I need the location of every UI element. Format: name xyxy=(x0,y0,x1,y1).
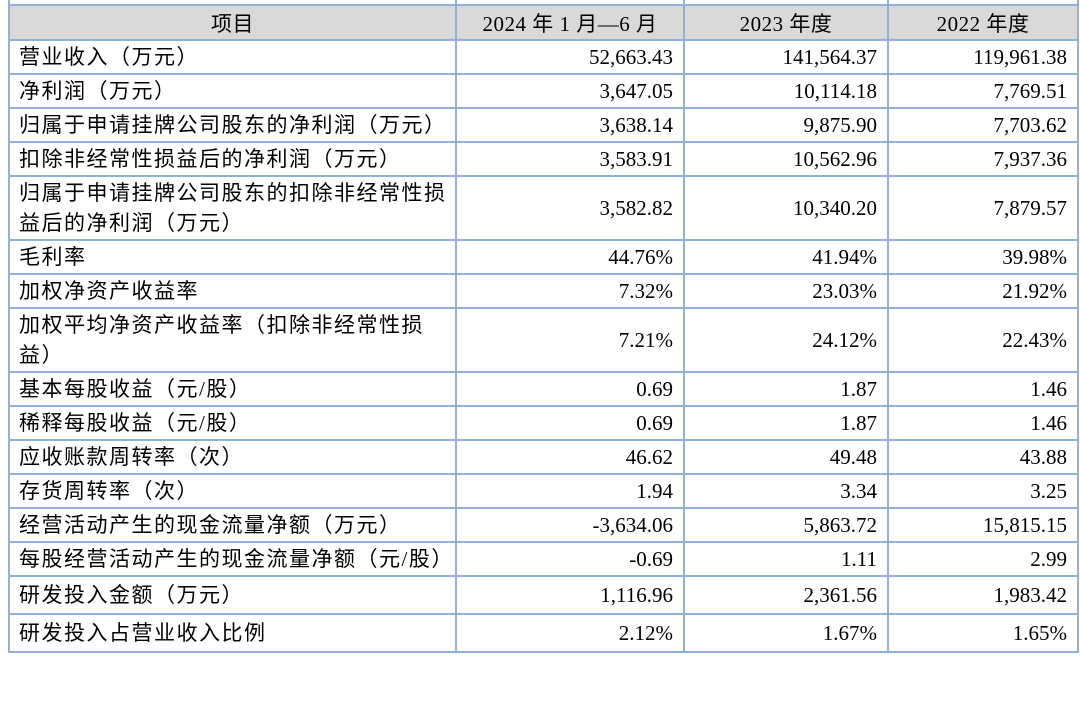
value-cell: 52,663.43 xyxy=(455,39,685,75)
row-label: 归属于申请挂牌公司股东的净利润（万元） xyxy=(8,107,457,143)
table-row: 归属于申请挂牌公司股东的净利润（万元） 3,638.14 9,875.90 7,703… xyxy=(8,107,1079,143)
value-cell: 39.98% xyxy=(887,239,1079,275)
value-cell: 119,961.38 xyxy=(887,39,1079,75)
table-row: 应收账款周转率（次） 46.62 49.48 43.88 xyxy=(8,439,1079,475)
table-row: 研发投入占营业收入比例 2.12% 1.67% 1.65% xyxy=(8,613,1079,653)
value-cell: 1.67% xyxy=(683,613,889,653)
value-cell: 1.46 xyxy=(887,405,1079,441)
value-cell: 2.12% xyxy=(455,613,685,653)
row-label: 经营活动产生的现金流量净额（万元） xyxy=(8,507,457,543)
table-row: 基本每股收益（元/股） 0.69 1.87 1.46 xyxy=(8,371,1079,407)
value-cell: 0.69 xyxy=(455,405,685,441)
row-label: 稀释每股收益（元/股） xyxy=(8,405,457,441)
value-cell: 49.48 xyxy=(683,439,889,475)
value-cell: 3,582.82 xyxy=(455,175,685,241)
value-cell: 5,863.72 xyxy=(683,507,889,543)
row-label: 加权平均净资产收益率（扣除非经常性损益） xyxy=(8,307,457,373)
table-row: 经营活动产生的现金流量净额（万元） -3,634.06 5,863.72 15,815… xyxy=(8,507,1079,543)
value-cell: 3,583.91 xyxy=(455,141,685,177)
row-label: 净利润（万元） xyxy=(8,73,457,109)
financial-indicators-table: 项目 2024 年 1 月—6 月 2023 年度 2022 年度 营业收入（万… xyxy=(8,0,1079,653)
row-label: 每股经营活动产生的现金流量净额（元/股） xyxy=(8,541,457,577)
value-cell: 43.88 xyxy=(887,439,1079,475)
row-label: 毛利率 xyxy=(8,239,457,275)
row-label: 基本每股收益（元/股） xyxy=(8,371,457,407)
value-cell: -3,634.06 xyxy=(455,507,685,543)
value-cell: 7,703.62 xyxy=(887,107,1079,143)
value-cell: 1.94 xyxy=(455,473,685,509)
value-cell: 3.25 xyxy=(887,473,1079,509)
value-cell: 24.12% xyxy=(683,307,889,373)
row-label: 扣除非经常性损益后的净利润（万元） xyxy=(8,141,457,177)
table-row: 归属于申请挂牌公司股东的扣除非经常性损益后的净利润（万元） 3,582.82 10,… xyxy=(8,175,1079,241)
cropped-cell xyxy=(887,0,1079,6)
value-cell: 15,815.15 xyxy=(887,507,1079,543)
value-cell: 1.46 xyxy=(887,371,1079,407)
cropped-cell xyxy=(683,0,889,6)
value-cell: 1.87 xyxy=(683,405,889,441)
value-cell: 2.99 xyxy=(887,541,1079,577)
row-label: 研发投入金额（万元） xyxy=(8,575,457,615)
table-body: 营业收入（万元） 52,663.43 141,564.37 119,961.38 净利润… xyxy=(8,39,1079,653)
value-cell: 3.34 xyxy=(683,473,889,509)
column-header-2024h1: 2024 年 1 月—6 月 xyxy=(455,4,685,41)
value-cell: 7.32% xyxy=(455,273,685,309)
table-row: 存货周转率（次） 1.94 3.34 3.25 xyxy=(8,473,1079,509)
table-row: 每股经营活动产生的现金流量净额（元/股） -0.69 1.11 2.99 xyxy=(8,541,1079,577)
cropped-top-row xyxy=(8,0,1079,6)
row-label: 应收账款周转率（次） xyxy=(8,439,457,475)
value-cell: 7,879.57 xyxy=(887,175,1079,241)
table-header-row: 项目 2024 年 1 月—6 月 2023 年度 2022 年度 xyxy=(8,4,1079,41)
value-cell: 41.94% xyxy=(683,239,889,275)
value-cell: 22.43% xyxy=(887,307,1079,373)
value-cell: 10,340.20 xyxy=(683,175,889,241)
row-label: 归属于申请挂牌公司股东的扣除非经常性损益后的净利润（万元） xyxy=(8,175,457,241)
value-cell: 46.62 xyxy=(455,439,685,475)
value-cell: 1.11 xyxy=(683,541,889,577)
table-row: 扣除非经常性损益后的净利润（万元） 3,583.91 10,562.96 7,937.… xyxy=(8,141,1079,177)
value-cell: 3,638.14 xyxy=(455,107,685,143)
table-row: 加权净资产收益率 7.32% 23.03% 21.92% xyxy=(8,273,1079,309)
cropped-cell xyxy=(455,0,685,6)
value-cell: 9,875.90 xyxy=(683,107,889,143)
value-cell: 10,562.96 xyxy=(683,141,889,177)
value-cell: 7,769.51 xyxy=(887,73,1079,109)
column-header-2023: 2023 年度 xyxy=(683,4,889,41)
value-cell: 21.92% xyxy=(887,273,1079,309)
table-row: 营业收入（万元） 52,663.43 141,564.37 119,961.38 xyxy=(8,39,1079,75)
value-cell: -0.69 xyxy=(455,541,685,577)
table-row: 净利润（万元） 3,647.05 10,114.18 7,769.51 xyxy=(8,73,1079,109)
value-cell: 1.87 xyxy=(683,371,889,407)
column-header-2022: 2022 年度 xyxy=(887,4,1079,41)
row-label: 存货周转率（次） xyxy=(8,473,457,509)
row-label: 研发投入占营业收入比例 xyxy=(8,613,457,653)
value-cell: 141,564.37 xyxy=(683,39,889,75)
table-row: 毛利率 44.76% 41.94% 39.98% xyxy=(8,239,1079,275)
cropped-cell xyxy=(8,0,457,6)
row-label: 营业收入（万元） xyxy=(8,39,457,75)
value-cell: 7.21% xyxy=(455,307,685,373)
value-cell: 23.03% xyxy=(683,273,889,309)
value-cell: 1,116.96 xyxy=(455,575,685,615)
value-cell: 1,983.42 xyxy=(887,575,1079,615)
table-row: 加权平均净资产收益率（扣除非经常性损益） 7.21% 24.12% 22.43% xyxy=(8,307,1079,373)
value-cell: 3,647.05 xyxy=(455,73,685,109)
column-header-item: 项目 xyxy=(8,4,457,41)
table-row: 研发投入金额（万元） 1,116.96 2,361.56 1,983.42 xyxy=(8,575,1079,615)
row-label: 加权净资产收益率 xyxy=(8,273,457,309)
value-cell: 44.76% xyxy=(455,239,685,275)
value-cell: 10,114.18 xyxy=(683,73,889,109)
value-cell: 1.65% xyxy=(887,613,1079,653)
table-row: 稀释每股收益（元/股） 0.69 1.87 1.46 xyxy=(8,405,1079,441)
value-cell: 7,937.36 xyxy=(887,141,1079,177)
value-cell: 2,361.56 xyxy=(683,575,889,615)
value-cell: 0.69 xyxy=(455,371,685,407)
